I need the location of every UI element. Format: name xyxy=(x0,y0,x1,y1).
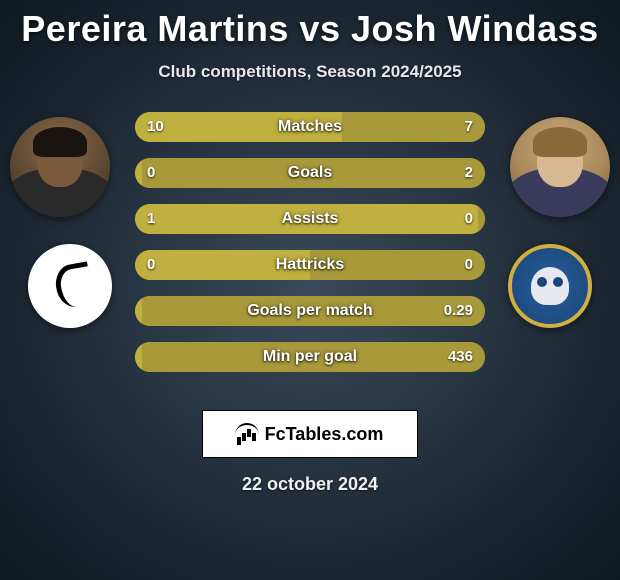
player1-avatar xyxy=(10,117,110,217)
stat-bar-player2 xyxy=(142,296,485,326)
stat-row: Min per goal436 xyxy=(135,342,485,372)
stat-bar-player1 xyxy=(135,250,310,280)
stat-row: Goals02 xyxy=(135,158,485,188)
comparison-panel: Matches107 Goals02 Assists10 Hattricks00 Goa… xyxy=(0,112,620,392)
player2-club-badge xyxy=(508,244,592,328)
stat-row: Matches107 xyxy=(135,112,485,142)
stat-bar-player2 xyxy=(342,112,486,142)
stat-bar-player2 xyxy=(142,342,485,372)
date-label: 22 october 2024 xyxy=(0,474,620,495)
stat-row: Hattricks00 xyxy=(135,250,485,280)
subtitle: Club competitions, Season 2024/2025 xyxy=(0,62,620,82)
page-title: Pereira Martins vs Josh Windass xyxy=(0,0,620,50)
brand-box: FcTables.com xyxy=(202,410,418,458)
stat-bar-player1 xyxy=(135,158,142,188)
stat-bar-player2 xyxy=(478,204,485,234)
player2-avatar xyxy=(510,117,610,217)
brand-text: FcTables.com xyxy=(265,424,384,445)
stat-bar-player1 xyxy=(135,204,478,234)
stat-bar-player2 xyxy=(142,158,485,188)
player1-club-badge xyxy=(28,244,112,328)
stat-bar-player1 xyxy=(135,296,142,326)
stat-bar-player2 xyxy=(310,250,485,280)
stat-bars: Matches107 Goals02 Assists10 Hattricks00 Goa… xyxy=(135,112,485,388)
stat-bar-player1 xyxy=(135,112,342,142)
stat-row: Assists10 xyxy=(135,204,485,234)
brand-chart-icon xyxy=(237,423,259,445)
stat-bar-player1 xyxy=(135,342,142,372)
stat-row: Goals per match0.29 xyxy=(135,296,485,326)
